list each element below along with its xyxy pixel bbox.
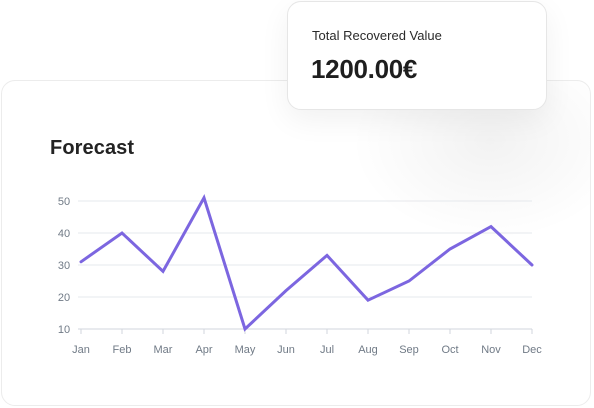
y-tick-label: 20 bbox=[58, 292, 70, 304]
total-recovered-card: Total Recovered Value 1200.00€ bbox=[287, 1, 547, 110]
x-tick-label-may: May bbox=[235, 344, 256, 356]
y-axis-ticks: 10 20 30 40 50 bbox=[58, 196, 70, 336]
x-tick-label-oct: Oct bbox=[441, 344, 458, 356]
series-layer bbox=[79, 194, 534, 332]
x-tick-label-dec: Dec bbox=[522, 344, 542, 356]
y-tick-label: 10 bbox=[58, 324, 70, 336]
x-tick-label-apr: Apr bbox=[195, 344, 212, 356]
y-tick-label: 40 bbox=[58, 228, 70, 240]
y-tick-label: 50 bbox=[58, 196, 70, 208]
x-tick-label-mar: Mar bbox=[154, 344, 173, 356]
x-tick-label-feb: Feb bbox=[113, 344, 132, 356]
x-tick-label-aug: Aug bbox=[358, 344, 378, 356]
x-tick-label-jul: Jul bbox=[320, 344, 334, 356]
x-tick-label-jun: Jun bbox=[277, 344, 295, 356]
y-tick-label: 30 bbox=[58, 260, 70, 272]
x-tick-label-nov: Nov bbox=[481, 344, 501, 356]
x-tick-label-jan: Jan bbox=[72, 344, 90, 356]
stat-value: 1200.00€ bbox=[311, 54, 418, 84]
grid-lines bbox=[78, 200, 532, 298]
forecast-series-line bbox=[79, 194, 534, 332]
chart-title: Forecast bbox=[50, 137, 135, 159]
x-axis-ticks: Jan Feb Mar Apr May Jun Jul Aug Sep Oct Nov Dec bbox=[72, 329, 542, 356]
stat-label: Total Recovered Value bbox=[312, 28, 442, 43]
x-tick-label-sep: Sep bbox=[399, 344, 419, 356]
